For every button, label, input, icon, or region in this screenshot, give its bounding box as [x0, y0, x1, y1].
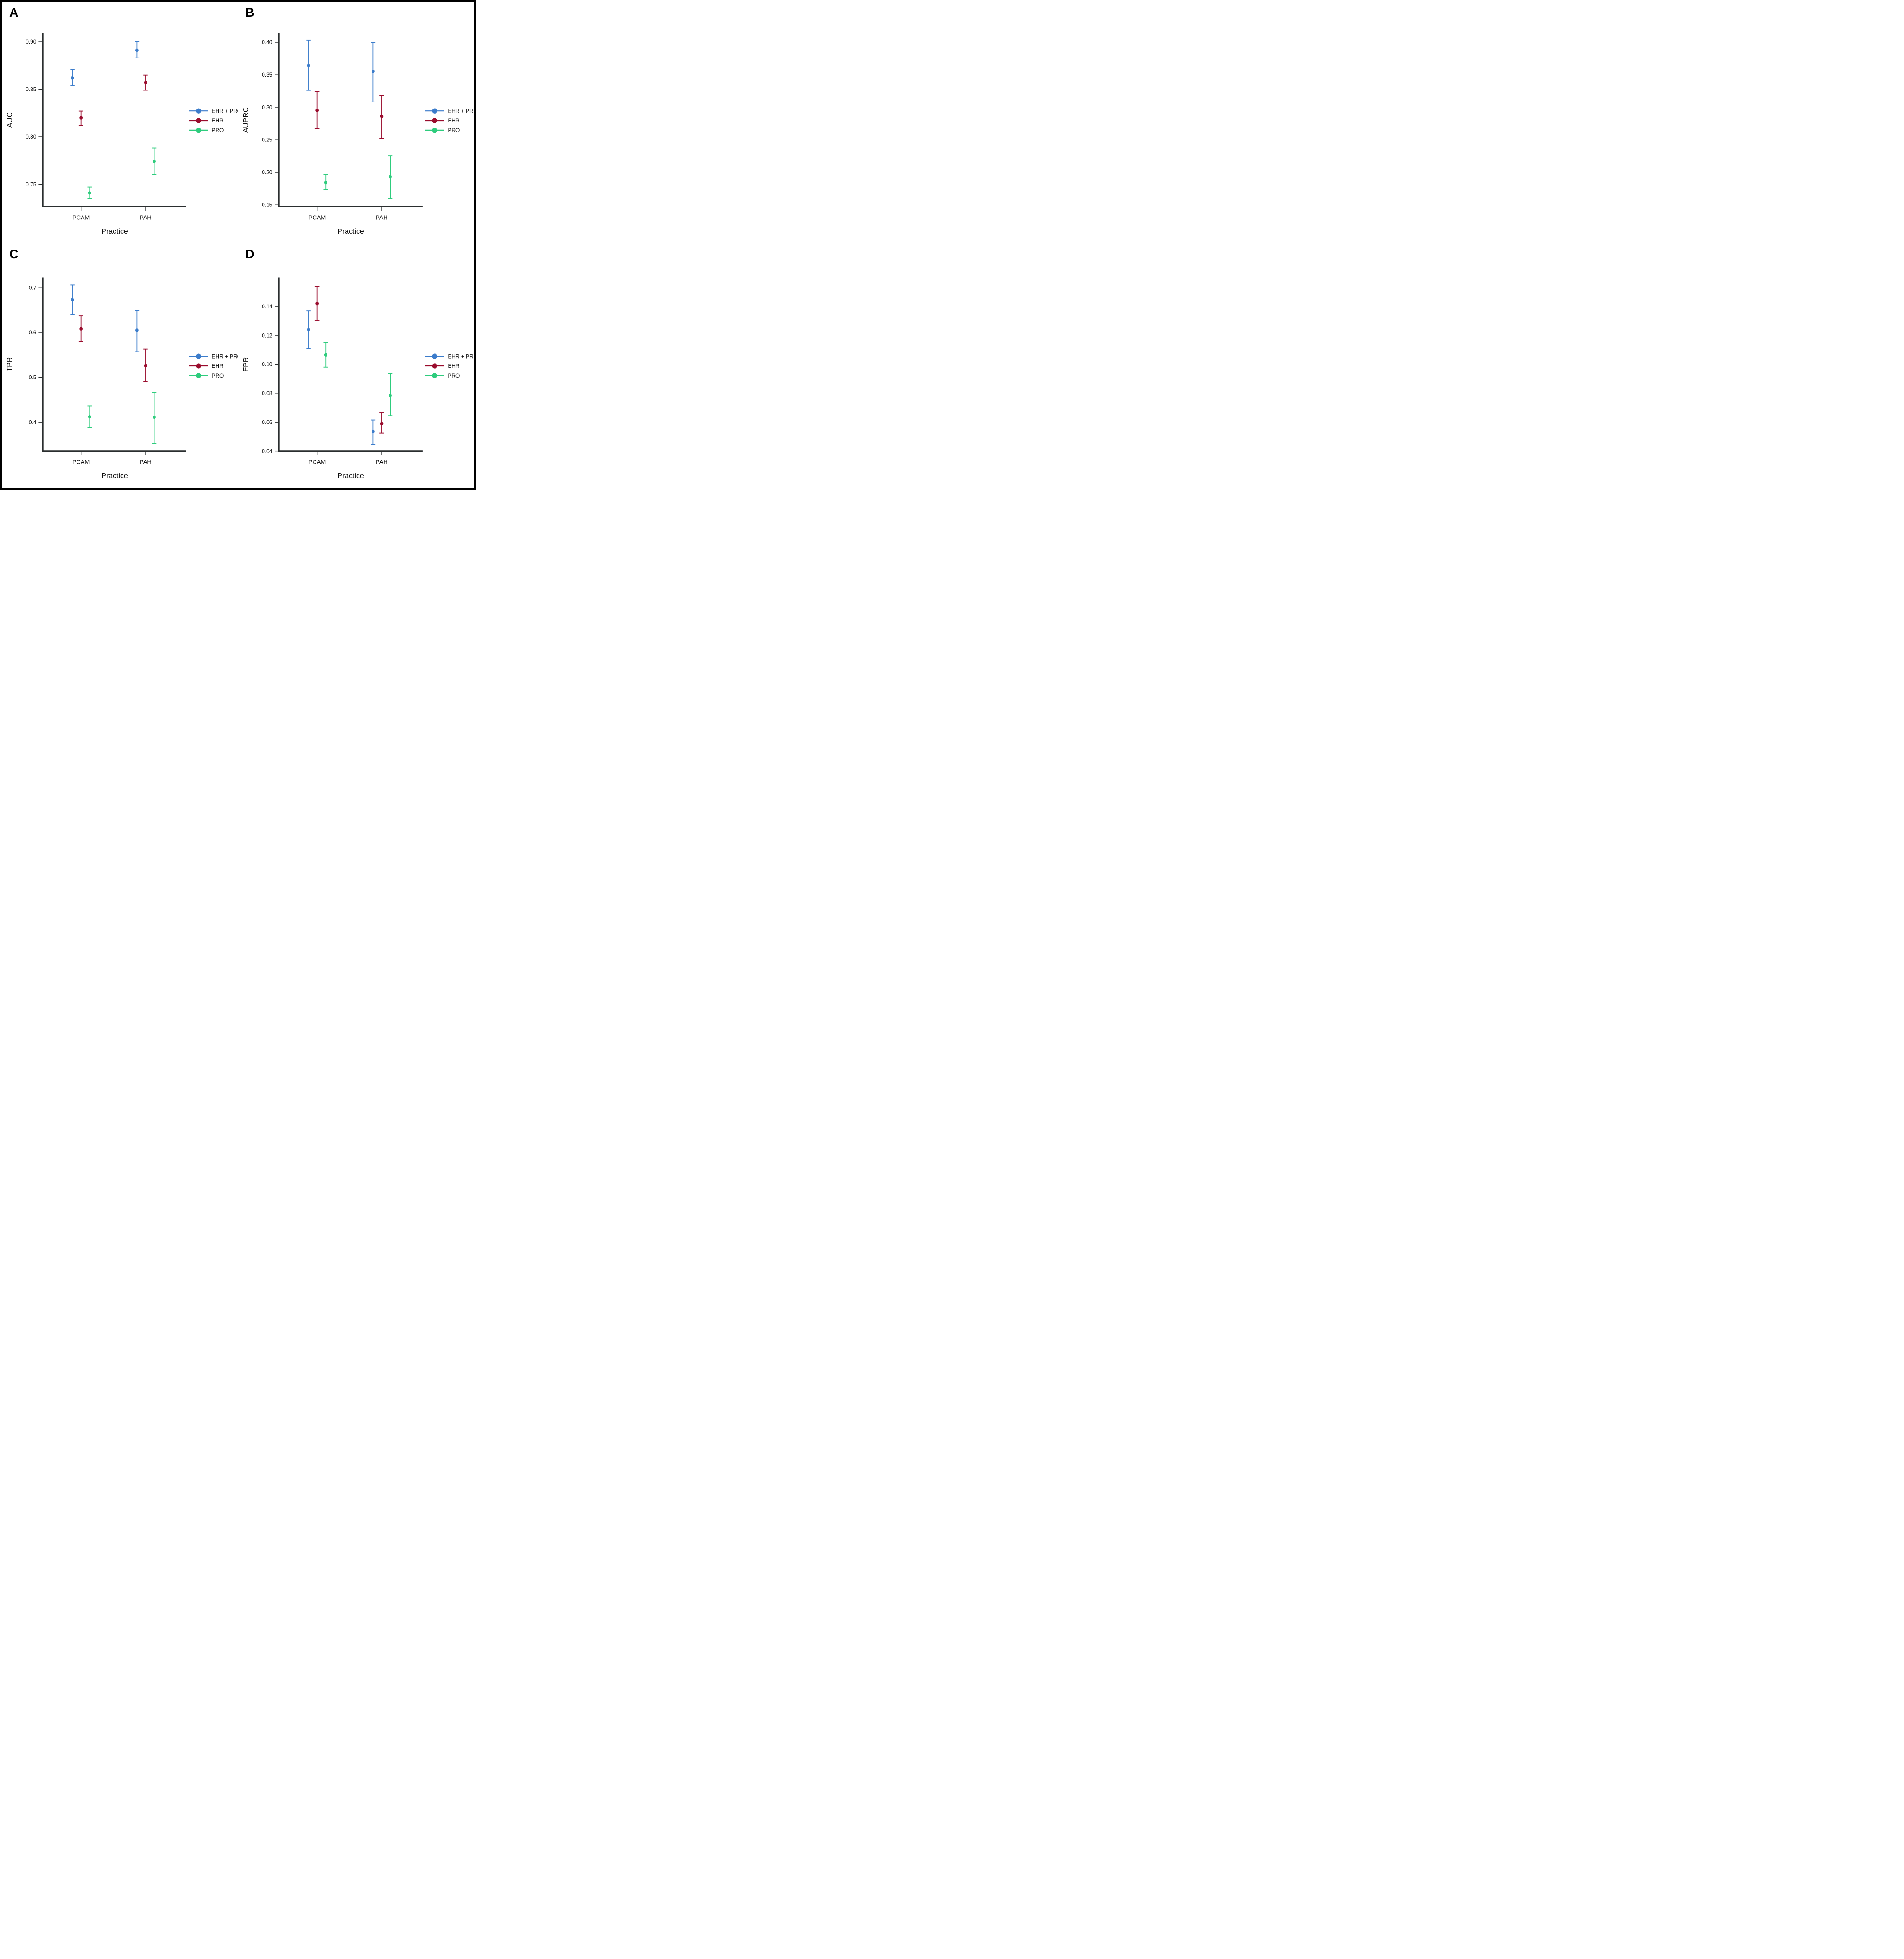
point-ehr-pah [380, 422, 384, 426]
panel-a: 0.90 0.85 0.80 0.75 PCAM PAH Practice AUC EHR + … [2, 2, 238, 243]
point-ehr-pro-pah [135, 48, 139, 52]
legend-key-dot-ehr [432, 118, 437, 123]
legend-label-pro: PRO [448, 372, 460, 379]
legend-key-dot-ehr [432, 363, 437, 369]
x-axis-title: Practice [101, 228, 128, 236]
panel-b: 0.40 0.35 0.30 0.25 0.20 0.15 PCAM PAH Practice A… [238, 2, 474, 243]
y-tick-label: 0.04 [262, 448, 273, 455]
x-tick-label: PAH [376, 458, 388, 465]
point-ehr-pah [144, 364, 147, 368]
point-pro-pah [153, 160, 156, 164]
figure-panel-grid: 0.90 0.85 0.80 0.75 PCAM PAH Practice AUC EHR + … [0, 0, 476, 490]
point-ehr-pah [380, 114, 384, 118]
y-tick-label: 0.20 [262, 169, 273, 175]
legend-key-dot-ehr-pro [432, 353, 437, 359]
x-tick-label: PCAM [308, 458, 326, 465]
y-tick-label: 0.35 [262, 71, 273, 78]
legend-key-dot-pro [196, 373, 201, 378]
legend-label-pro: PRO [212, 372, 224, 379]
panel-letter-b: B [245, 6, 255, 19]
y-tick-label: 0.75 [26, 181, 37, 188]
point-ehr-pro-pah [372, 70, 375, 73]
x-axis-title: Practice [337, 472, 364, 480]
legend-key-dot-ehr-pro [196, 108, 201, 114]
panel-d: 0.14 0.12 0.10 0.08 0.06 0.04 PCAM PAH Practice F… [238, 243, 474, 488]
chart-tpr: 0.7 0.6 0.5 0.4 PCAM PAH Practice TPR EHR + PRO E… [6, 277, 238, 480]
y-tick-label: 0.15 [262, 201, 273, 208]
chart-fpr: 0.14 0.12 0.10 0.08 0.06 0.04 PCAM PAH Practice F… [242, 277, 474, 480]
y-tick-label: 0.85 [26, 86, 37, 93]
legend-label-ehr: EHR [448, 117, 460, 124]
y-tick-label: 0.08 [262, 390, 273, 397]
point-ehr-pcam [315, 109, 319, 112]
point-pro-pcam [88, 415, 91, 419]
chart-auc: 0.90 0.85 0.80 0.75 PCAM PAH Practice AUC EHR + … [6, 33, 238, 236]
y-axis-title: TPR [6, 357, 14, 372]
panel-letter-c: C [9, 247, 19, 261]
y-tick-label: 0.80 [26, 134, 37, 140]
point-pro-pcam [324, 353, 327, 357]
y-tick-label: 0.25 [262, 136, 273, 143]
point-ehr-pcam [315, 301, 319, 306]
y-tick-label: 0.06 [262, 419, 273, 425]
legend-label-ehr-pro: EHR + PRO [212, 353, 238, 359]
point-pro-pah [389, 393, 392, 397]
y-tick-label: 0.14 [262, 303, 273, 310]
y-tick-label: 0.5 [29, 374, 37, 381]
point-pro-pcam [88, 191, 91, 195]
y-axis-title: FPR [242, 357, 250, 372]
y-tick-label: 0.90 [26, 38, 37, 45]
legend-label-ehr-pro: EHR + PRO [448, 353, 474, 359]
legend-label-pro: PRO [212, 127, 224, 134]
point-ehr-pcam [79, 327, 83, 331]
point-ehr-pro-pcam [307, 327, 310, 332]
y-tick-label: 0.30 [262, 104, 273, 110]
x-tick-label: PCAM [72, 458, 90, 465]
point-ehr-pah [144, 81, 147, 84]
y-tick-label: 0.10 [262, 361, 273, 368]
y-axis-title: AUC [6, 112, 14, 128]
x-tick-label: PCAM [308, 214, 326, 221]
y-tick-label: 0.40 [262, 39, 273, 45]
y-tick-label: 0.4 [29, 419, 37, 425]
legend-label-ehr-pro: EHR + PRO [212, 108, 238, 114]
panel-c: 0.7 0.6 0.5 0.4 PCAM PAH Practice TPR EHR + PRO E… [2, 243, 238, 488]
point-ehr-pcam [79, 116, 83, 120]
legend-key-dot-ehr [196, 363, 201, 369]
x-axis-title: Practice [101, 472, 128, 480]
y-tick-label: 0.7 [29, 284, 37, 291]
legend-key-dot-ehr-pro [432, 108, 437, 114]
x-tick-label: PAH [140, 458, 152, 465]
legend-label-ehr: EHR [212, 117, 224, 124]
x-axis-title: Practice [337, 228, 364, 236]
y-tick-label: 0.6 [29, 329, 37, 336]
chart-auprc: 0.40 0.35 0.30 0.25 0.20 0.15 PCAM PAH Practice A… [242, 33, 474, 236]
legend-key-dot-pro [432, 373, 437, 378]
panel-letter-a: A [9, 6, 19, 19]
legend-label-ehr-pro: EHR + PRO [448, 108, 474, 114]
legend-label-ehr: EHR [448, 363, 460, 369]
x-tick-label: PAH [376, 214, 388, 221]
legend-key-dot-pro [432, 128, 437, 133]
legend-key-dot-ehr [196, 118, 201, 123]
y-axis-title: AUPRC [242, 107, 250, 133]
y-tick-label: 0.12 [262, 332, 273, 339]
point-ehr-pro-pcam [71, 298, 74, 302]
legend-key-dot-pro [196, 128, 201, 133]
legend-label-pro: PRO [448, 127, 460, 134]
legend-key-dot-ehr-pro [196, 353, 201, 359]
point-pro-pah [389, 175, 392, 179]
legend-label-ehr: EHR [212, 363, 224, 369]
x-tick-label: PAH [140, 214, 152, 221]
point-ehr-pro-pah [372, 429, 375, 434]
point-pro-pah [153, 415, 156, 419]
point-ehr-pro-pcam [307, 64, 310, 68]
point-pro-pcam [324, 180, 327, 185]
panel-letter-d: D [245, 247, 255, 261]
point-ehr-pro-pcam [71, 76, 74, 80]
x-tick-label: PCAM [72, 214, 90, 221]
point-ehr-pro-pah [135, 328, 139, 332]
